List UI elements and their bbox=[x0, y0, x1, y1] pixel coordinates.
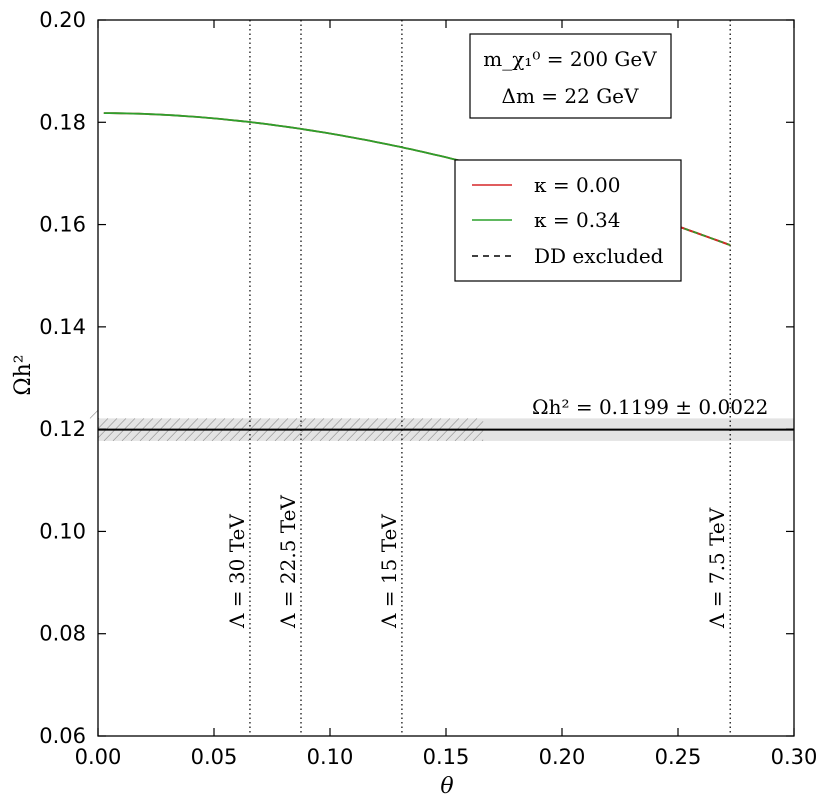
x-tick-label-6: 0.30 bbox=[771, 745, 818, 769]
relic-band-layer bbox=[89, 409, 794, 442]
y-tick-label-5: 0.16 bbox=[39, 213, 86, 237]
lambda-label-3: Λ = 7.5 TeV bbox=[705, 507, 729, 629]
y-tick-label-7: 0.20 bbox=[39, 8, 86, 32]
y-axis-label: Ωh² bbox=[11, 354, 36, 395]
x-tick-label-3: 0.15 bbox=[423, 745, 470, 769]
legend: κ = 0.00 κ = 0.34 DD excluded bbox=[454, 159, 682, 282]
axes-layer bbox=[97, 19, 795, 737]
y-tick-label-3: 0.12 bbox=[39, 417, 86, 441]
x-tick-label-2: 0.10 bbox=[307, 745, 354, 769]
lambda-label-1: Λ = 22.5 TeV bbox=[276, 495, 300, 629]
info-box-delta-m: Δm = 22 GeV bbox=[502, 84, 640, 108]
y-tick-label-1: 0.08 bbox=[39, 622, 86, 646]
x-tick-label-1: 0.05 bbox=[191, 745, 238, 769]
ticks-layer: 0.00 0.05 0.10 0.15 0.20 0.25 0.30 0.06 0.08 0.10… bbox=[39, 8, 817, 769]
relic-band-label: Ωh² = 0.1199 ± 0.0022 bbox=[532, 395, 768, 419]
x-tick-label-5: 0.25 bbox=[655, 745, 702, 769]
info-box bbox=[469, 33, 672, 119]
y-tick-label-0: 0.06 bbox=[39, 724, 86, 748]
y-tick-label-4: 0.14 bbox=[39, 315, 86, 339]
legend-label-dd-excluded: DD excluded bbox=[534, 244, 664, 268]
y-tick-label-2: 0.10 bbox=[39, 519, 86, 543]
info-box-mass: m_χ₁⁰ = 200 GeV bbox=[483, 47, 657, 71]
x-axis-label: θ bbox=[440, 774, 453, 799]
plot-frame bbox=[97, 19, 795, 737]
x-tick-label-4: 0.20 bbox=[539, 745, 586, 769]
y-tick-label-6: 0.18 bbox=[39, 110, 86, 134]
legend-label-kappa-0: κ = 0.00 bbox=[534, 173, 621, 197]
lambda-label-2: Λ = 15 TeV bbox=[377, 514, 401, 629]
x-tick-label-0: 0.00 bbox=[75, 745, 122, 769]
lambda-lines-layer: Λ = 30 TeV Λ = 22.5 TeV Λ = 15 TeV Λ = 7.5 … bbox=[225, 20, 731, 736]
legend-label-kappa-034: κ = 0.34 bbox=[534, 208, 621, 232]
lambda-label-0: Λ = 30 TeV bbox=[225, 514, 249, 629]
